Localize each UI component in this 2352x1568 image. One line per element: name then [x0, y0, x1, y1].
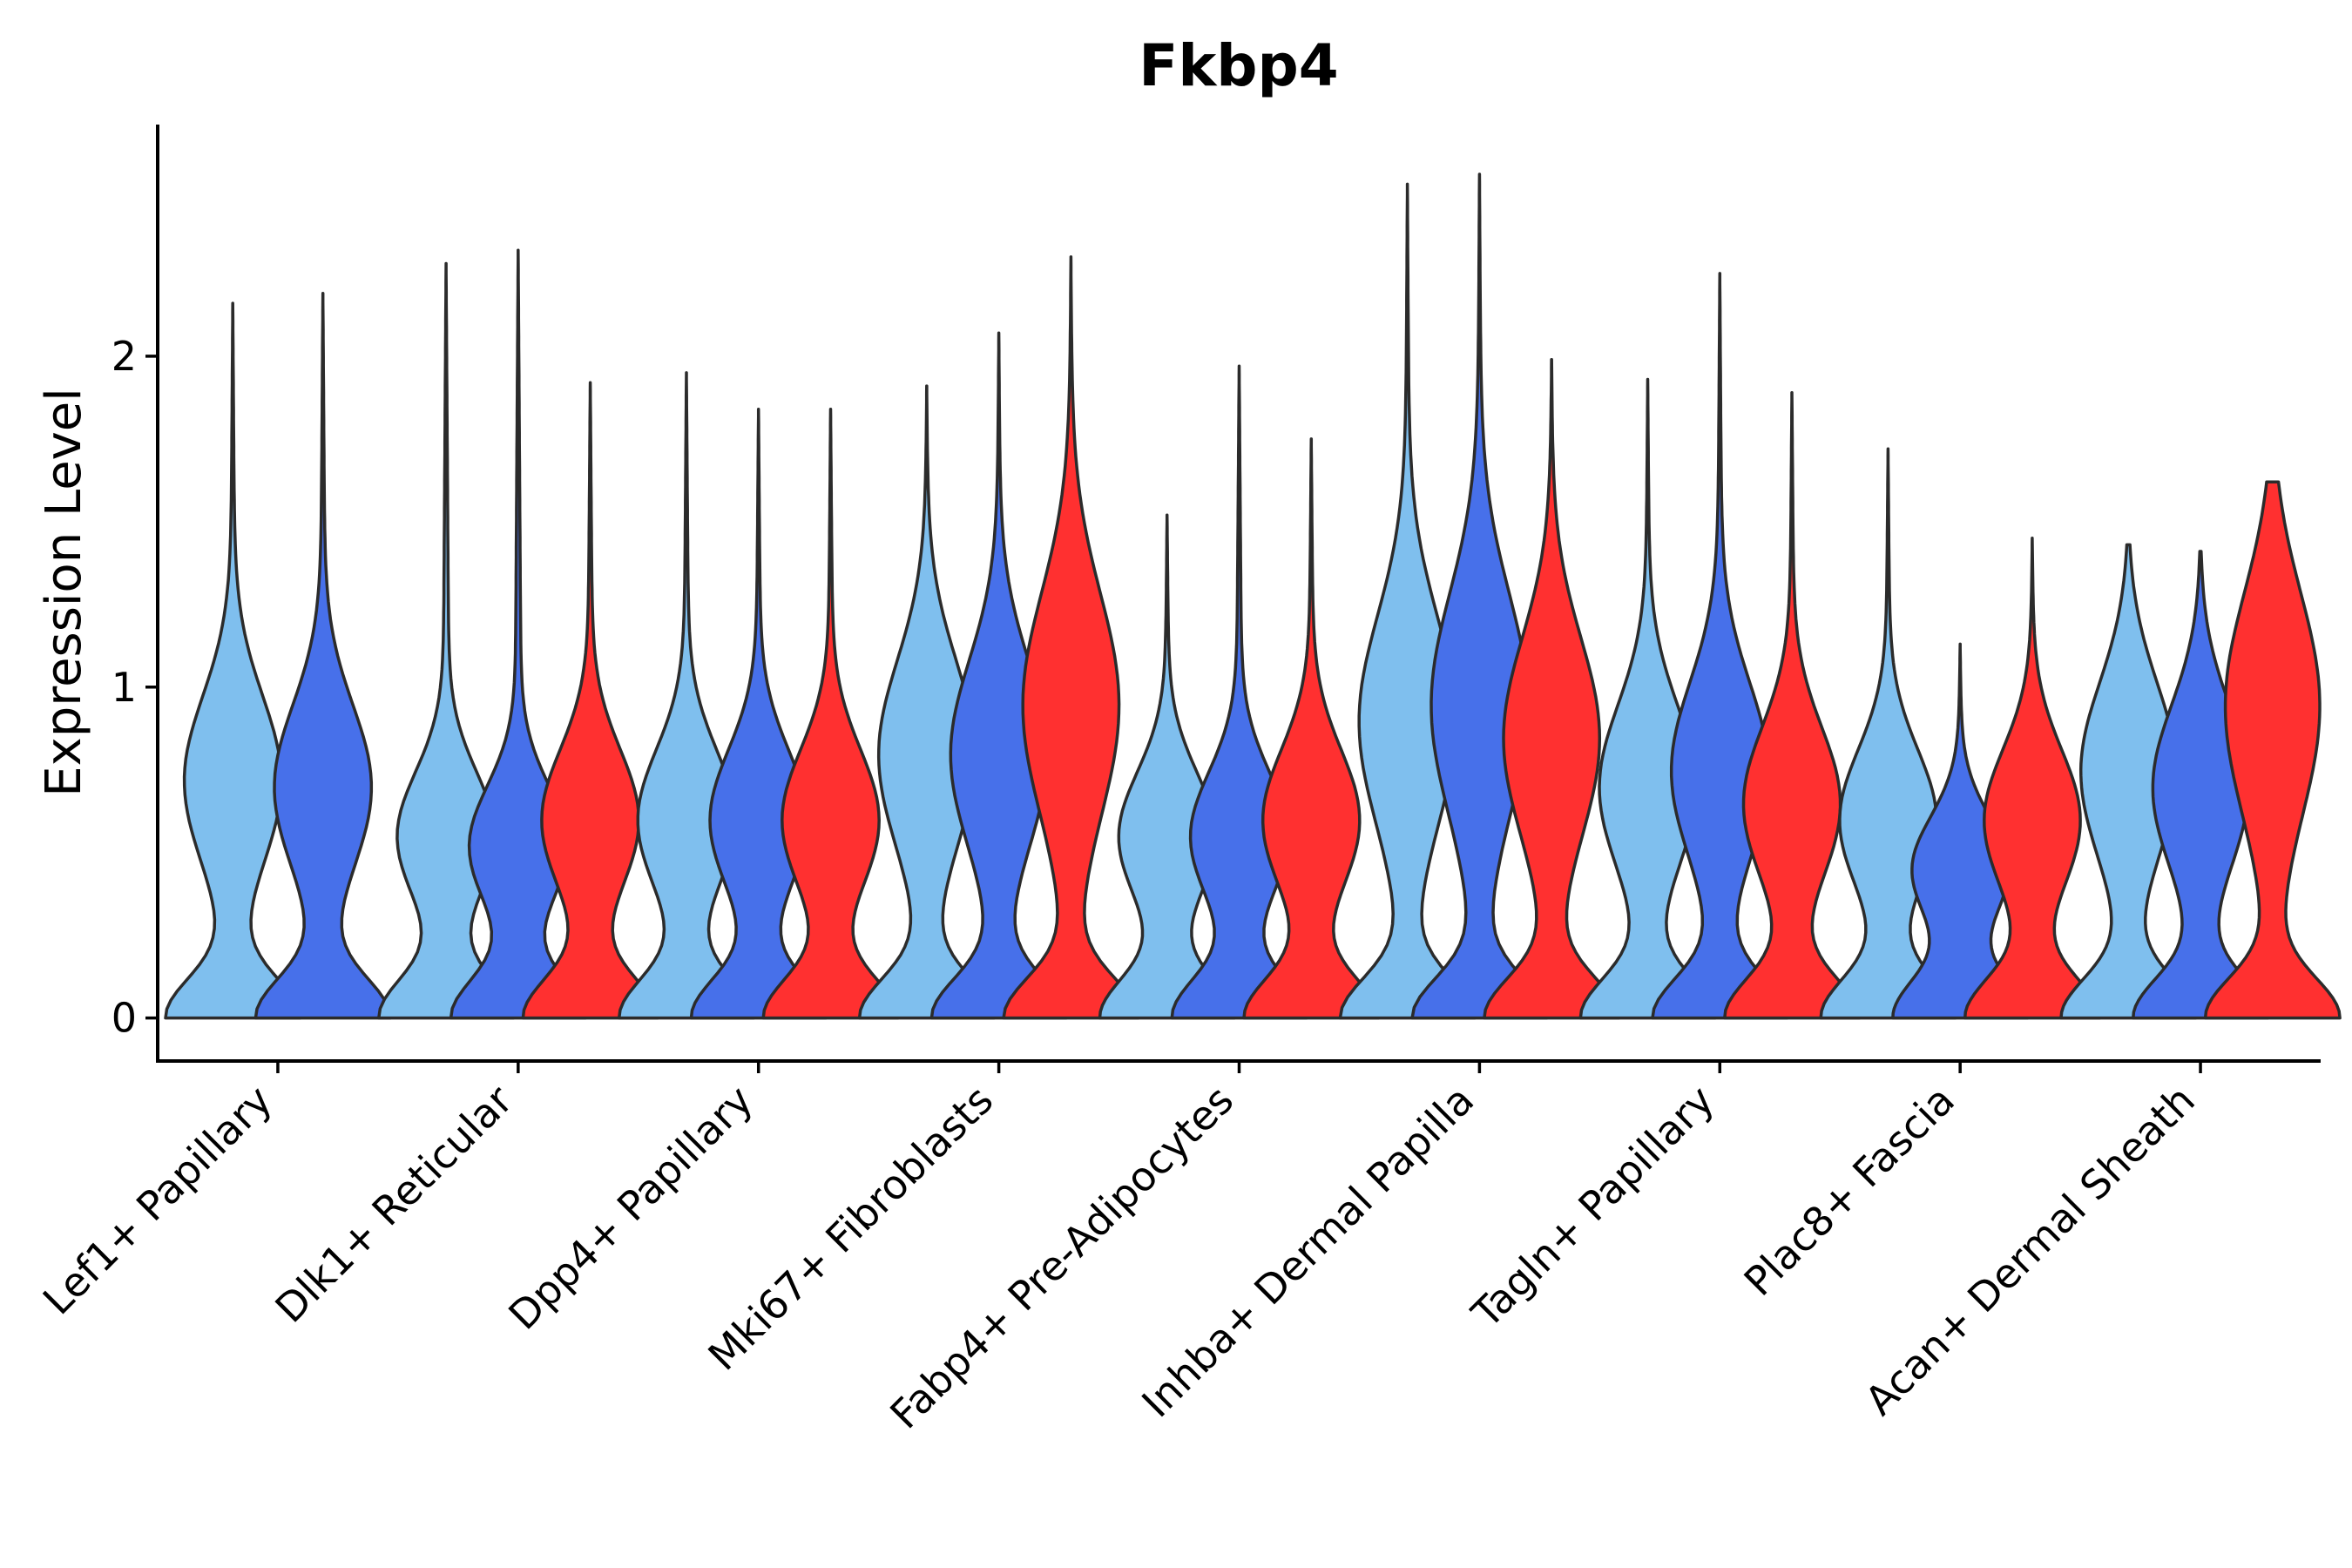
violin-layer — [164, 172, 2342, 1020]
chart-title: Fkbp4 — [1139, 32, 1338, 99]
x-tick-label: Tagln+ Papillary — [1462, 1077, 1723, 1338]
violin-shape — [2203, 480, 2342, 1020]
x-tick-label: Dlk1+ Reticular — [266, 1077, 521, 1332]
y-tick-label: 0 — [112, 995, 137, 1042]
violin-shape — [761, 407, 900, 1020]
y-ticks: 0 1 2 — [112, 333, 158, 1042]
violin-shape — [1002, 255, 1140, 1020]
violin-shape — [617, 371, 755, 1020]
violin-shape — [2059, 543, 2198, 1020]
y-tick-label: 2 — [112, 333, 137, 380]
violin-shape — [1963, 537, 2101, 1020]
violin-shape — [253, 291, 392, 1020]
violin-shape — [2132, 550, 2270, 1020]
violin-shape — [164, 301, 302, 1020]
x-tick-label: Plac8+ Fascia — [1735, 1077, 1963, 1305]
violin-shape — [1651, 272, 1789, 1020]
y-axis-label: Expression Level — [36, 388, 92, 797]
violin-shape — [689, 407, 828, 1020]
y-tick-label: 1 — [112, 664, 137, 711]
violin-shape — [1242, 437, 1381, 1020]
x-tick-label: Lef1+ Papillary — [34, 1077, 281, 1324]
violin-shape — [1483, 357, 1621, 1020]
x-tick-label: Dpp4+ Papillary — [499, 1077, 761, 1339]
